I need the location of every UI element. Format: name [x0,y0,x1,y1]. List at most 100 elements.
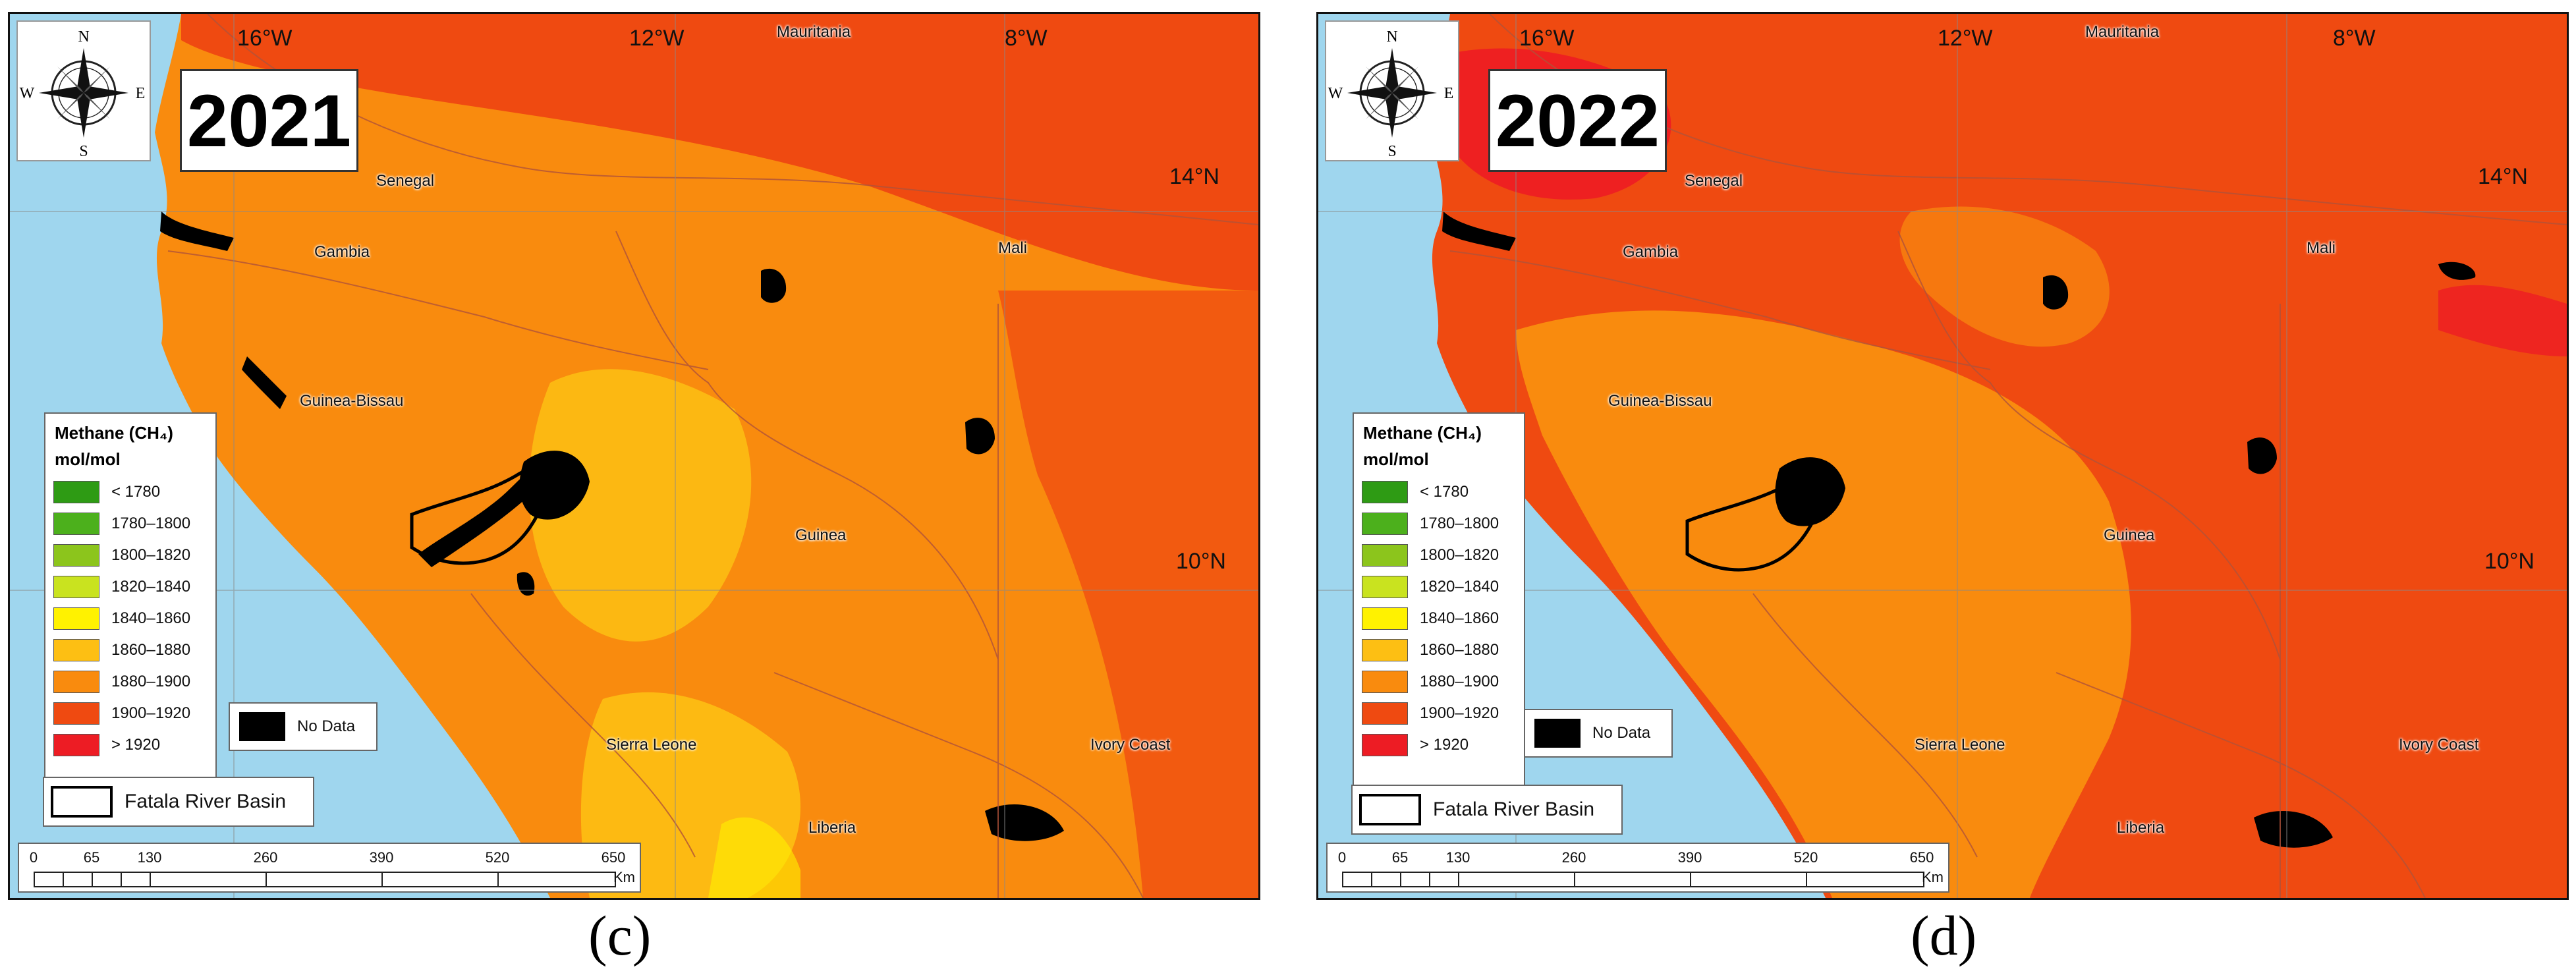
legend-swatch [1362,702,1408,725]
scale-segment [266,872,384,887]
lat-label-14n: 14°N [1169,164,1219,189]
scale-tick: 130 [1445,849,1470,866]
label-ivory-coast: Ivory Coast [2399,736,2479,754]
compass-w: W [20,85,35,102]
legend-label: 1900–1920 [111,704,191,722]
scale-unit: Km [1922,869,1944,885]
legend-item: 1800–1820 [53,543,190,568]
compass-rose-icon: N S E W [20,28,146,160]
label-liberia: Liberia [808,819,856,837]
scale-tick: 0 [29,849,38,866]
legend-item: < 1780 [53,480,160,505]
legend-swatch [53,671,99,693]
compass-s: S [79,143,88,160]
legend-item: 1780–1800 [1362,511,1499,536]
scale-segment [92,872,123,887]
legend: Methane (CH₄) mol/mol < 1780 1780–1800 1… [44,412,217,788]
legend-swatch [53,544,99,567]
scale-segment [150,872,268,887]
label-mali: Mali [998,239,1028,257]
legend-label: 1800–1820 [111,546,191,564]
legend-label: 1820–1840 [1420,578,1499,596]
legend-label: 1820–1840 [111,578,191,596]
scale-tick: 390 [1677,849,1702,866]
scale-tick: 65 [83,849,100,866]
scale-bar: 0 65 130 260 390 520 650 Km [1326,843,1949,893]
legend-swatch [53,481,99,503]
legend-swatch [1362,576,1408,598]
scale-segment [121,872,152,887]
scale-segment [1806,872,1924,887]
scale-tick: 260 [253,849,278,866]
legend-item: 1840–1860 [1362,606,1499,631]
legend-item: > 1920 [53,733,160,758]
map-panel-2021: 16°W 12°W 8°W 14°N 10°N Mauritania Seneg… [8,12,1260,900]
legend-item: 1880–1900 [1362,669,1499,694]
scale-tick: 130 [137,849,162,866]
caption-c: (c) [588,904,652,967]
no-data-key: No Data [1524,709,1673,758]
north-arrow: N S E W [1325,20,1459,161]
legend-unit: mol/mol [55,449,121,469]
basin-key: Fatala River Basin [43,777,314,827]
legend-item: 1800–1820 [1362,543,1499,568]
scale-tick: 65 [1391,849,1409,866]
scale-tick: 0 [1337,849,1347,866]
scale-tick: 520 [485,849,510,866]
year-label: 2021 [180,69,358,172]
legend-item: 1900–1920 [1362,701,1499,726]
scale-segment [1458,872,1577,887]
legend-item: 1900–1920 [53,701,190,726]
compass-n: N [78,28,89,45]
lat-label-14n: 14°N [2478,164,2528,189]
legend-item: 1880–1900 [53,669,190,694]
scale-segment [63,872,94,887]
legend-swatch [1362,481,1408,503]
legend-swatch [53,702,99,725]
basin-label: Fatala River Basin [1433,798,1595,820]
legend-item: 1860–1880 [53,638,190,663]
scale-tick: 650 [1909,849,1934,866]
legend-label: 1900–1920 [1420,704,1499,722]
compass-rose-icon: N S E W [1328,28,1454,160]
label-senegal: Senegal [376,172,435,190]
lon-label-8w: 8°W [2333,26,2376,51]
legend-label: < 1780 [1420,483,1469,501]
compass-n: N [1386,28,1397,45]
legend-label: 1880–1900 [111,673,191,690]
scale-tick: 520 [1793,849,1818,866]
scale-unit: Km [613,869,635,885]
no-data-key: No Data [229,702,378,751]
legend-swatch [1362,607,1408,630]
lon-label-12w: 12°W [1938,26,1993,51]
legend-label: 1800–1820 [1420,546,1499,564]
lon-label-12w: 12°W [629,26,685,51]
basin-key: Fatala River Basin [1351,785,1623,835]
legend-item: 1820–1840 [53,574,190,599]
legend-item: 1840–1860 [53,606,190,631]
label-senegal: Senegal [1685,172,1743,190]
legend-label: 1780–1800 [111,515,191,532]
lat-label-10n: 10°N [2484,549,2534,574]
no-data-label: No Data [1592,724,1651,742]
scale-segment [1371,872,1403,887]
legend-swatch [1362,513,1408,535]
legend-label: > 1920 [111,736,161,754]
label-mauritania: Mauritania [777,23,851,41]
methane-map-2021 [10,14,1258,898]
legend-swatch [1362,734,1408,756]
label-ivory-coast: Ivory Coast [1090,736,1171,754]
map-panel-2022: 16°W 12°W 8°W 14°N 10°N Mauritania Seneg… [1316,12,2569,900]
legend-label: 1860–1880 [111,641,191,659]
legend-label: 1860–1880 [1420,641,1499,659]
basin-swatch [51,786,113,818]
compass-w: W [1328,85,1343,102]
compass-e: E [1444,85,1454,102]
basin-label: Fatala River Basin [125,791,287,812]
legend-title: Methane (CH₄) [55,423,173,443]
legend-label: 1840–1860 [1420,609,1499,627]
legend-label: < 1780 [111,483,161,501]
lon-label-16w: 16°W [1519,26,1575,51]
scale-tick: 650 [601,849,626,866]
legend-swatch [53,639,99,661]
